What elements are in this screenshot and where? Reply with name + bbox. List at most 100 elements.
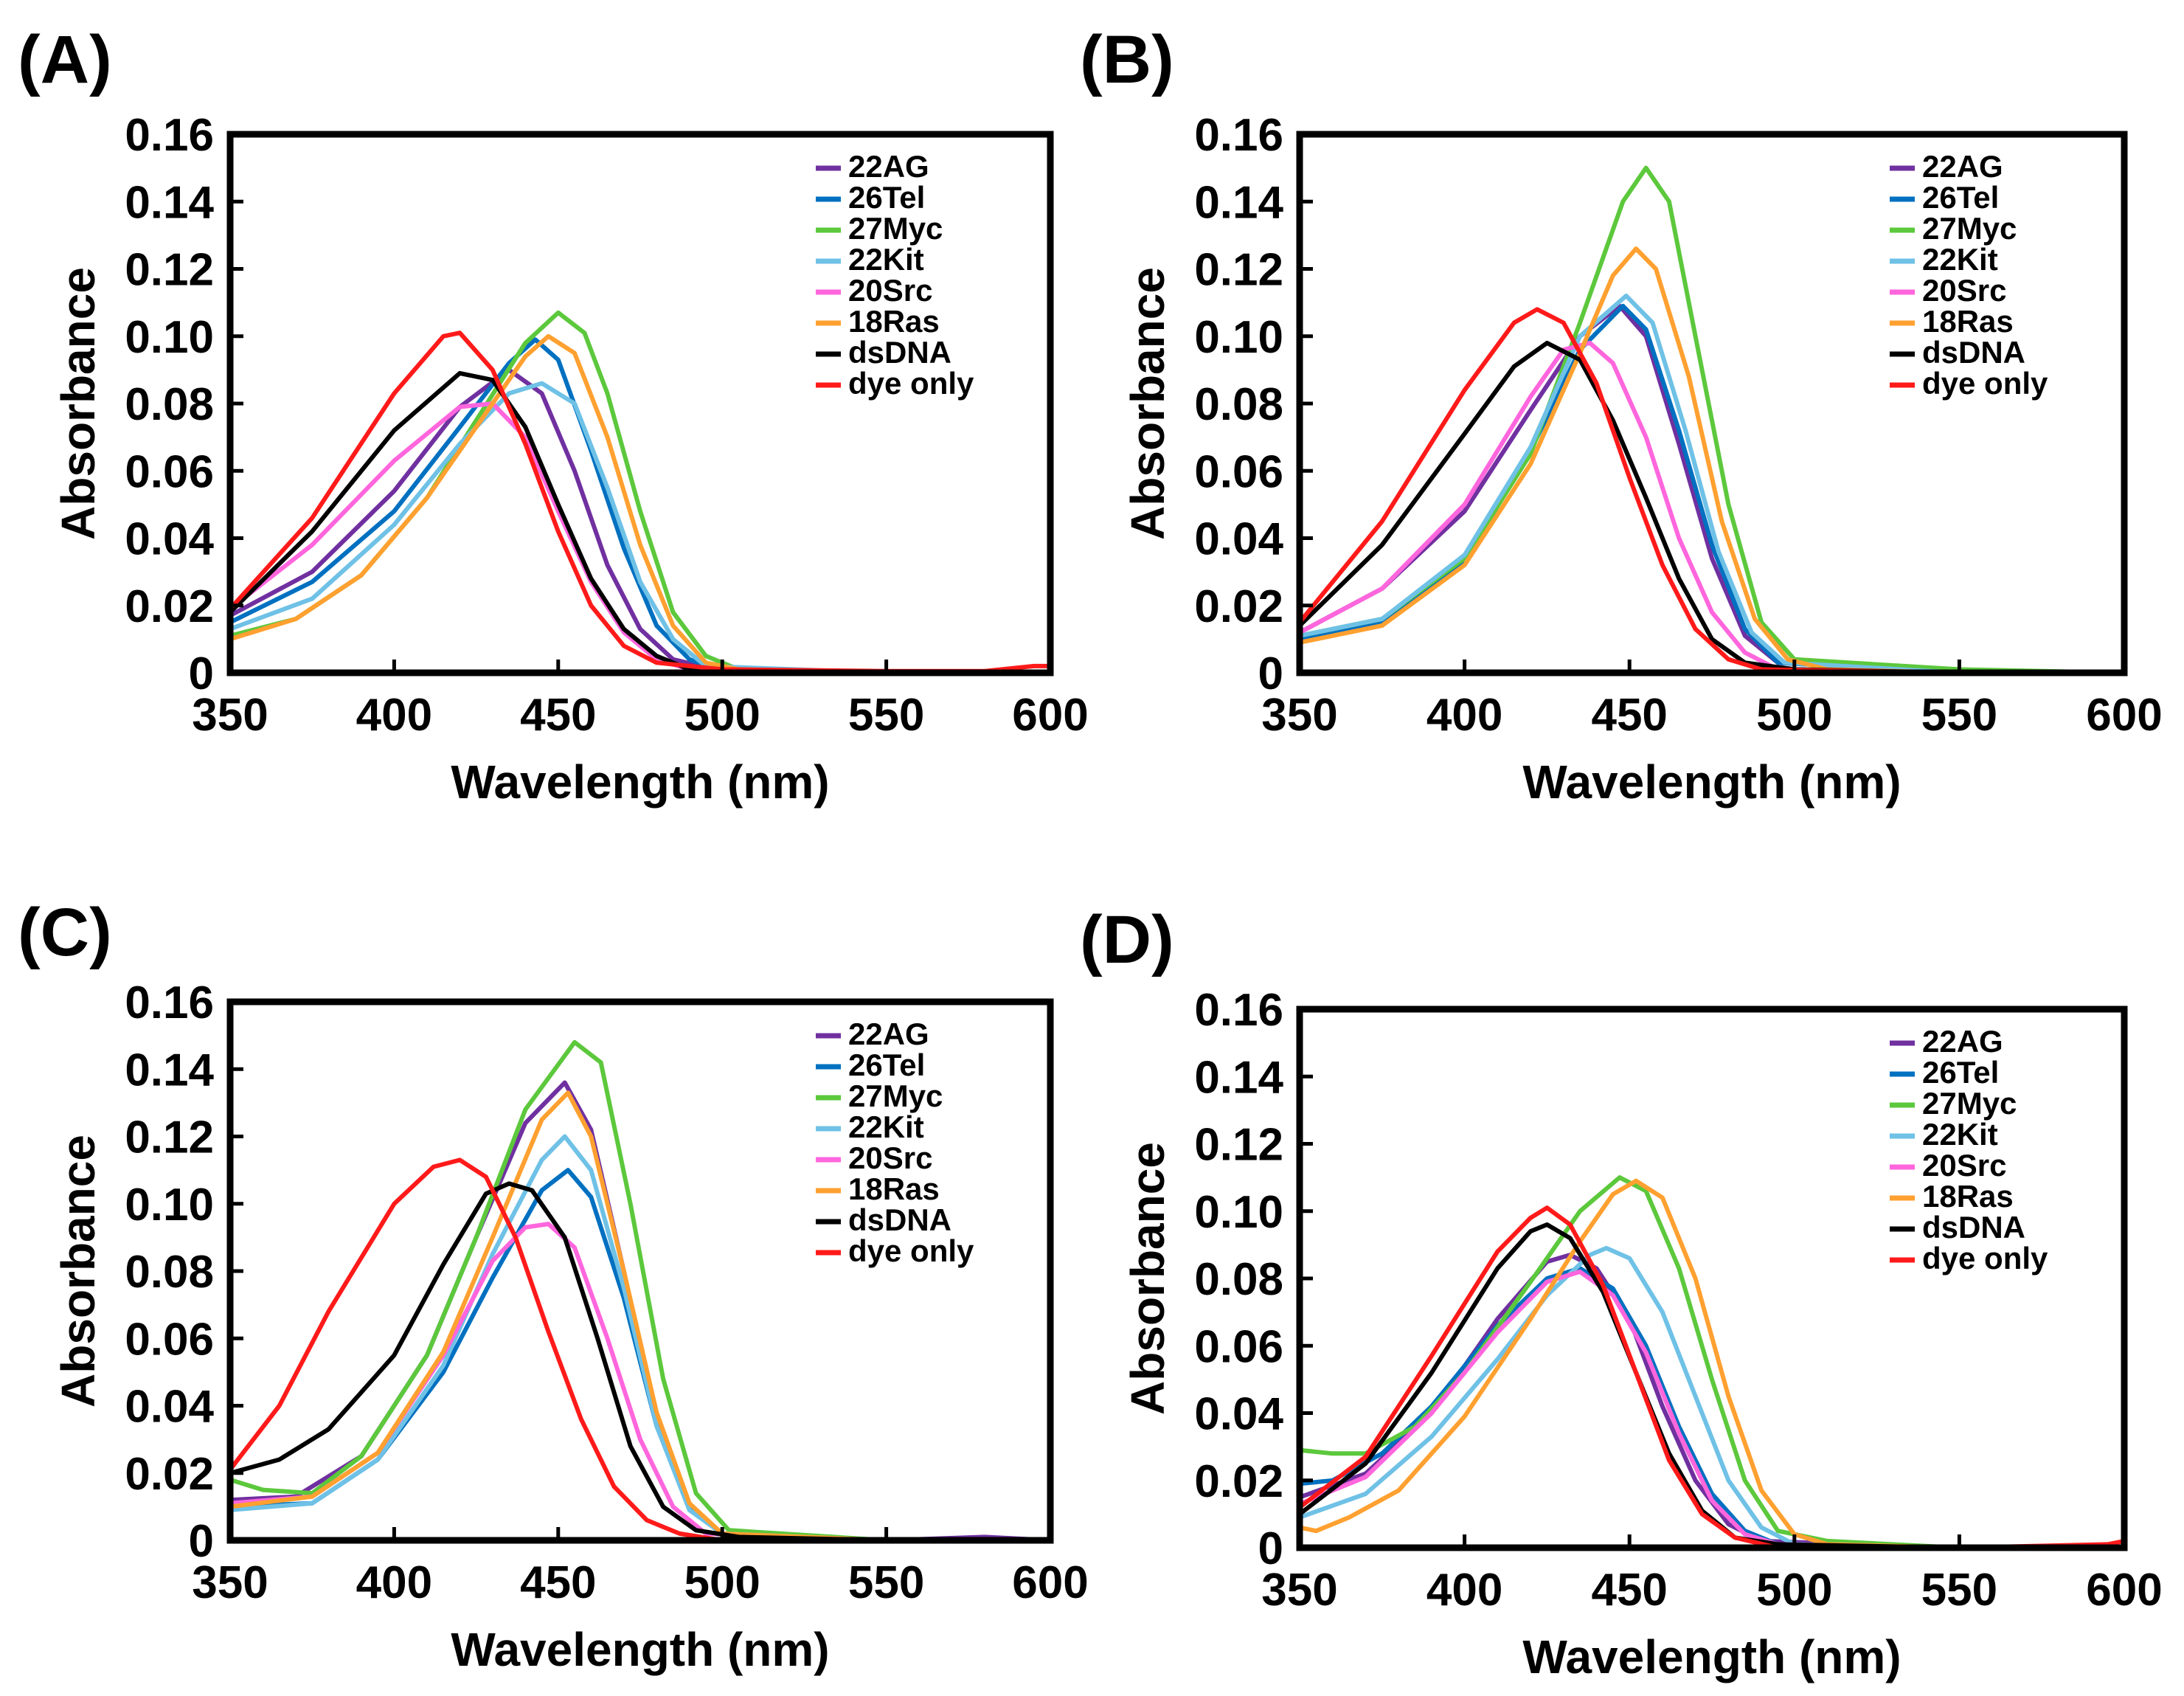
series-group bbox=[230, 1039, 1050, 1540]
y-tick-label: 0.02 bbox=[125, 581, 214, 632]
y-tick-label: 0.10 bbox=[125, 1180, 214, 1231]
series-line-22kit bbox=[1300, 294, 2124, 673]
legend-label: dsDNA bbox=[1922, 1210, 2025, 1245]
legend-label: 22AG bbox=[848, 149, 929, 184]
x-axis-title: Wavelength (nm) bbox=[1522, 1630, 1901, 1683]
legend-label: dye only bbox=[1922, 1241, 2048, 1276]
y-tick-label: 0.06 bbox=[1194, 1321, 1283, 1372]
y-tick-label: 0.14 bbox=[1194, 177, 1283, 228]
x-tick-label: 400 bbox=[356, 1557, 432, 1608]
legend-label: 20Src bbox=[848, 1141, 932, 1175]
y-tick-label: 0.14 bbox=[1194, 1052, 1283, 1103]
x-tick-label: 550 bbox=[1921, 1565, 1997, 1616]
legend-label: 20Src bbox=[1922, 1148, 2006, 1183]
y-tick-label: 0.08 bbox=[125, 379, 214, 430]
legend-label: 22Kit bbox=[848, 1110, 924, 1144]
series-line-dye-only bbox=[1300, 307, 2124, 673]
y-tick-label: 0.06 bbox=[1194, 446, 1283, 497]
x-tick-label: 400 bbox=[1426, 690, 1502, 741]
y-tick-label: 0.16 bbox=[125, 977, 214, 1028]
y-tick-label: 0.02 bbox=[1194, 581, 1283, 632]
x-tick-label: 500 bbox=[1756, 690, 1832, 741]
y-axis-title: Absorbance bbox=[1121, 267, 1174, 540]
series-line-22kit bbox=[1300, 1245, 2124, 1548]
x-tick-label: 450 bbox=[1591, 690, 1667, 741]
series-line-18ras bbox=[1300, 246, 2124, 673]
x-tick-label: 600 bbox=[2086, 1565, 2162, 1616]
y-tick-label: 0 bbox=[1258, 648, 1283, 699]
y-tick-label: 0.16 bbox=[1194, 985, 1283, 1036]
x-axis-title: Wavelength (nm) bbox=[1522, 755, 1901, 809]
legend-label: 18Ras bbox=[1922, 304, 2014, 339]
legend-label: 27Myc bbox=[848, 1079, 943, 1113]
legend-label: 22Kit bbox=[1922, 242, 1998, 277]
y-tick-label: 0 bbox=[1258, 1523, 1283, 1574]
series-line-dsdna bbox=[230, 370, 1050, 673]
chart-panel-3: (D) 350 400 450 500 550 600 0 0.02 0.04 0.06 0.08 0.… bbox=[1080, 902, 2163, 1683]
x-tick-label: 450 bbox=[1591, 1565, 1667, 1616]
legend-label: 18Ras bbox=[848, 304, 940, 339]
y-tick-label: 0.08 bbox=[1194, 1254, 1283, 1305]
x-tick-label: 600 bbox=[1012, 1557, 1088, 1608]
y-tick-label: 0.14 bbox=[125, 177, 214, 228]
legend-label: 20Src bbox=[848, 273, 932, 308]
legend-label: dye only bbox=[848, 1233, 974, 1268]
x-tick-label: 450 bbox=[520, 1557, 596, 1608]
series-group bbox=[230, 310, 1050, 673]
y-tick-label: 0.08 bbox=[1194, 379, 1283, 430]
legend-label: 18Ras bbox=[848, 1171, 940, 1206]
series-line-27myc bbox=[230, 1039, 1050, 1540]
y-tick-label: 0.06 bbox=[125, 1314, 214, 1365]
series-line-22ag bbox=[230, 367, 1050, 673]
x-tick-label: 400 bbox=[1426, 1565, 1502, 1616]
chart-panel-1: (B) 350 400 450 500 550 600 0 0.02 0.04 0.06 0.08 0.… bbox=[1080, 22, 2163, 809]
x-tick-label: 500 bbox=[684, 1557, 760, 1608]
y-tick-label: 0.12 bbox=[1194, 1120, 1283, 1171]
y-tick-label: 0.12 bbox=[1194, 245, 1283, 296]
legend-label: 26Tel bbox=[848, 180, 925, 215]
legend-label: 18Ras bbox=[1922, 1179, 2014, 1214]
x-tick-label: 500 bbox=[1756, 1565, 1832, 1616]
legend-label: 26Tel bbox=[848, 1048, 925, 1082]
y-tick-label: 0.08 bbox=[125, 1247, 214, 1298]
y-tick-label: 0.16 bbox=[125, 110, 214, 161]
y-axis-title: Absorbance bbox=[1121, 1142, 1174, 1415]
legend-label: dsDNA bbox=[848, 335, 951, 370]
chart-panel-2: (C) 350 400 450 500 550 600 0 0.02 0.04 0.06 0.08 0.… bbox=[18, 895, 1089, 1676]
x-tick-label: 550 bbox=[848, 1557, 924, 1608]
y-tick-label: 0.04 bbox=[1194, 514, 1283, 565]
x-tick-label: 450 bbox=[520, 690, 596, 741]
legend-label: 22AG bbox=[1922, 149, 2003, 184]
series-line-18ras bbox=[230, 1090, 1050, 1540]
series-line-18ras bbox=[230, 333, 1050, 673]
x-tick-label: 350 bbox=[192, 690, 268, 741]
legend-label: dye only bbox=[1922, 366, 2048, 401]
x-tick-label: 350 bbox=[1261, 1565, 1337, 1616]
y-axis-title: Absorbance bbox=[52, 267, 105, 540]
panel-label: (C) bbox=[18, 895, 112, 970]
legend-label: 22AG bbox=[1922, 1024, 2003, 1059]
x-axis-title: Wavelength (nm) bbox=[451, 1623, 829, 1676]
series-line-20src bbox=[1300, 1269, 2124, 1548]
y-tick-label: 0.06 bbox=[125, 446, 214, 497]
y-tick-label: 0.16 bbox=[1194, 110, 1283, 161]
legend-label: dye only bbox=[848, 366, 974, 401]
panel-label: (D) bbox=[1080, 902, 1174, 977]
x-tick-label: 550 bbox=[848, 690, 924, 741]
legend-label: 27Myc bbox=[848, 211, 943, 246]
y-tick-label: 0.10 bbox=[1194, 312, 1283, 363]
y-tick-label: 0.14 bbox=[125, 1045, 214, 1096]
legend-label: 22AG bbox=[848, 1017, 929, 1051]
y-tick-label: 0.10 bbox=[1194, 1187, 1283, 1238]
panel-label: (B) bbox=[1080, 22, 1174, 97]
x-tick-label: 500 bbox=[684, 690, 760, 741]
legend-label: 27Myc bbox=[1922, 211, 2017, 246]
y-tick-label: 0.04 bbox=[125, 514, 214, 565]
legend-label: 27Myc bbox=[1922, 1086, 2017, 1121]
legend-label: dsDNA bbox=[848, 1202, 951, 1237]
series-group bbox=[1300, 1175, 2124, 1548]
